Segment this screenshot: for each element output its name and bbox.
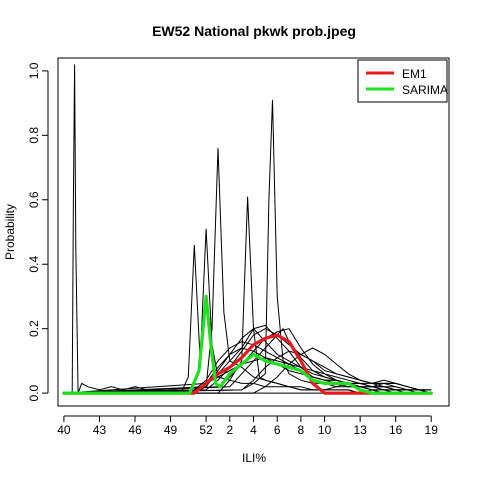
x-tick-label: 19 [425, 423, 439, 437]
background-line-3 [63, 196, 432, 394]
legend-label-em1: EM1 [402, 67, 427, 81]
x-tick-label: 52 [199, 423, 213, 437]
x-tick-label: 4 [250, 423, 257, 437]
legend-box [357, 59, 448, 103]
y-axis: 0.0 0.2 0.4 0.6 0.8 1.0 [27, 62, 49, 401]
series-lines [62, 294, 433, 395]
background-line-10 [63, 327, 432, 394]
x-tick-label: 16 [389, 423, 403, 437]
background-lines [63, 64, 432, 394]
x-tick-label: 2 [226, 423, 233, 437]
y-tick-label: 0.0 [27, 384, 41, 401]
x-tick-label: 43 [93, 423, 107, 437]
y-tick-label: 0.2 [27, 320, 41, 337]
x-tick-label: 13 [353, 423, 367, 437]
x-tick-label: 6 [274, 423, 281, 437]
x-tick-label: 8 [298, 423, 305, 437]
y-tick-label: 0.4 [27, 256, 41, 273]
x-tick-label: 49 [164, 423, 178, 437]
chart-title: EW52 National pkwk prob.jpeg [152, 23, 356, 39]
legend-label-sarima: SARIMA [402, 83, 448, 97]
y-tick-label: 0.8 [27, 127, 41, 144]
x-tick-label: 46 [128, 423, 142, 437]
x-tick-label: 40 [57, 423, 71, 437]
y-tick-label: 0.6 [27, 191, 41, 208]
background-line-1 [63, 228, 432, 394]
y-axis-label: Probability [3, 204, 17, 260]
x-tick-label: 10 [318, 423, 332, 437]
plot-frame [57, 57, 450, 407]
background-line-2 [63, 148, 432, 394]
series-line-em1 [62, 333, 433, 395]
legend: EM1 SARIMA [357, 59, 448, 103]
background-line-14 [63, 347, 432, 394]
x-axis-label: ILI% [242, 451, 266, 465]
series-line-sarima [62, 294, 433, 395]
x-axis: 40 43 46 49 52 2 4 6 8 10 13 16 19 [57, 415, 439, 437]
y-tick-label: 1.0 [27, 62, 41, 79]
background-line-13 [63, 347, 432, 394]
